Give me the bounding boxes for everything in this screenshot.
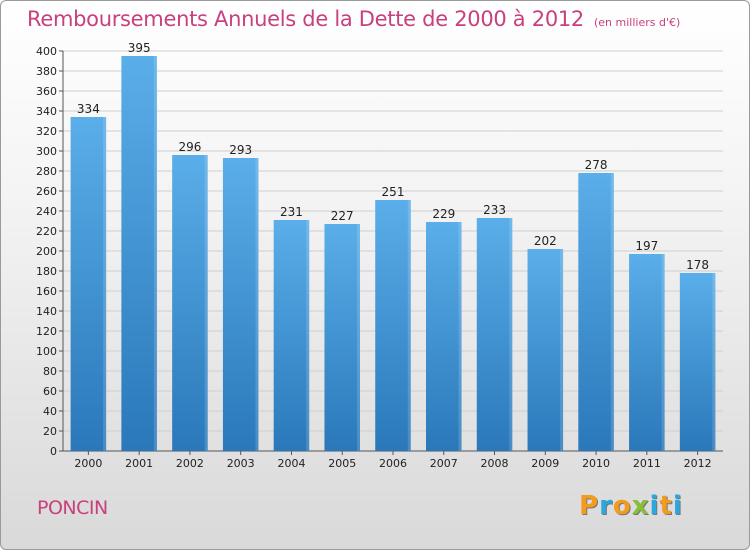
- logo-letter: i: [672, 491, 683, 521]
- y-tick-label: 180: [36, 265, 57, 278]
- bar: [375, 200, 411, 451]
- bar-edge: [610, 173, 614, 451]
- y-tick-label: 80: [43, 365, 57, 378]
- bar: [578, 173, 614, 451]
- bar-edge: [357, 224, 360, 451]
- x-tick-label: 2003: [227, 457, 255, 470]
- logo-letter: r: [599, 491, 613, 521]
- bar: [273, 220, 310, 451]
- x-tick-label: 2010: [582, 457, 610, 470]
- x-tick-label: 2000: [74, 457, 102, 470]
- bar-edge: [255, 158, 259, 451]
- x-tick-label: 2002: [176, 457, 204, 470]
- y-tick-label: 360: [36, 85, 57, 98]
- y-tick-label: 140: [36, 305, 57, 318]
- chart-unit: (en milliers d'€): [594, 16, 681, 29]
- town-name: PONCIN: [37, 497, 108, 519]
- logo-letter: x: [631, 491, 650, 521]
- data-label: 293: [229, 143, 252, 157]
- data-labels: 334 395 296 293 231 227 251 229 233 202 278 197 178: [77, 41, 709, 272]
- y-tick-label: 160: [36, 285, 57, 298]
- x-tick-label: 2007: [430, 457, 458, 470]
- bar-edge: [712, 273, 716, 451]
- bar-edge: [204, 155, 208, 451]
- axes: 0 20 40 60 80 100 120 140 160 180 200 220 240 260 280 3…: [36, 45, 723, 470]
- y-tick-label: 40: [43, 405, 57, 418]
- data-label: 231: [280, 205, 303, 219]
- x-tick-label: 2004: [277, 457, 305, 470]
- y-tick-label: 260: [36, 185, 57, 198]
- x-tick-label: 2008: [481, 457, 509, 470]
- bar-edge: [560, 249, 564, 451]
- chart-title-text: Remboursements Annuels de la Dette de 20…: [27, 7, 584, 31]
- x-tick-label: 2012: [684, 457, 712, 470]
- bar-edge: [306, 220, 310, 451]
- data-label: 178: [686, 258, 709, 272]
- bar: [324, 224, 360, 451]
- x-tick-label: 2009: [531, 457, 559, 470]
- bar: [121, 56, 157, 451]
- bars: [70, 56, 716, 451]
- logo-letter: o: [612, 491, 632, 521]
- y-tick-label: 120: [36, 325, 57, 338]
- bar: [629, 254, 665, 451]
- data-label: 334: [77, 102, 100, 116]
- y-tick-label: 340: [36, 105, 57, 118]
- y-tick-label: 280: [36, 165, 57, 178]
- bar: [426, 222, 462, 451]
- x-tick-label: 2001: [125, 457, 153, 470]
- y-tick-label: 20: [43, 425, 57, 438]
- y-tick-label: 100: [36, 345, 57, 358]
- bar: [476, 218, 513, 451]
- bar-edge: [407, 200, 411, 451]
- bar-edge: [509, 218, 513, 451]
- data-label: 202: [534, 234, 557, 248]
- bar: [527, 249, 564, 451]
- bar: [679, 273, 716, 451]
- data-label: 251: [382, 185, 405, 199]
- bar: [172, 155, 208, 451]
- data-label: 227: [331, 209, 354, 223]
- bar: [70, 117, 107, 451]
- logo-letter: t: [659, 491, 673, 521]
- proxiti-logo: Proxiti: [579, 491, 683, 521]
- logo-letter: P: [579, 491, 600, 521]
- data-label: 278: [585, 158, 608, 172]
- y-tick-label: 400: [36, 45, 57, 58]
- y-tick-label: 240: [36, 205, 57, 218]
- bar-edge: [661, 254, 665, 451]
- data-label: 233: [483, 203, 506, 217]
- chart-title: Remboursements Annuels de la Dette de 20…: [27, 7, 680, 31]
- x-tick-label: 2011: [633, 457, 661, 470]
- x-tick-label: 2006: [379, 457, 407, 470]
- y-tick-label: 380: [36, 65, 57, 78]
- y-tick-label: 300: [36, 145, 57, 158]
- bar: [222, 158, 259, 451]
- x-tick-label: 2005: [328, 457, 356, 470]
- data-label: 395: [128, 41, 151, 55]
- data-label: 229: [432, 207, 455, 221]
- logo-letter: i: [649, 491, 660, 521]
- y-tick-label: 320: [36, 125, 57, 138]
- bar-edge: [153, 56, 157, 451]
- data-label: 197: [635, 239, 658, 253]
- y-tick-label: 200: [36, 245, 57, 258]
- bar-edge: [458, 222, 462, 451]
- y-tick-label: 220: [36, 225, 57, 238]
- y-tick-label: 60: [43, 385, 57, 398]
- data-label: 296: [178, 140, 201, 154]
- y-tick-label: 0: [50, 445, 57, 458]
- bar-edge: [103, 117, 107, 451]
